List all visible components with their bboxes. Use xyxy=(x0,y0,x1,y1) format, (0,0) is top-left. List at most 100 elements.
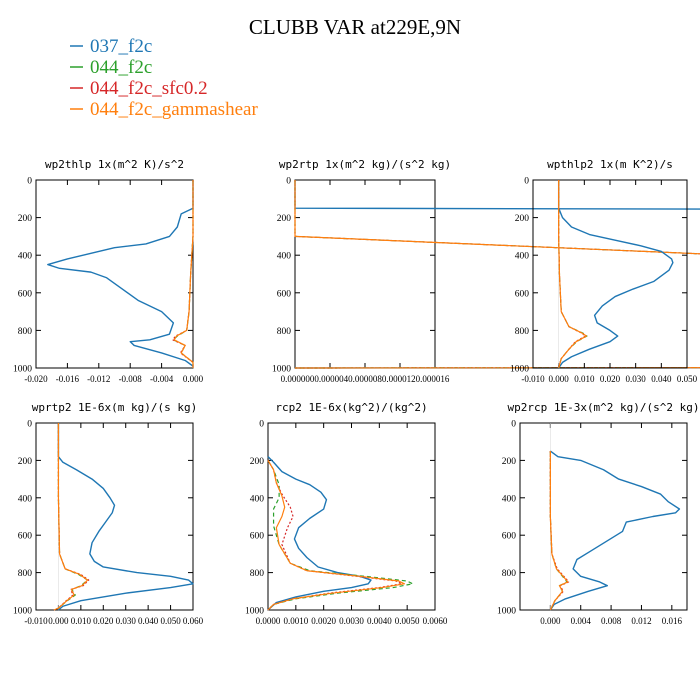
series-line xyxy=(294,180,700,369)
legend-label: 044_f2c_gammashear xyxy=(90,99,258,120)
y-tick-label: 0 xyxy=(286,177,291,187)
chart-panel: wp2thlp 1x(m^2 K)/s^202004006008001000-0… xyxy=(13,158,204,384)
y-tick-label: 600 xyxy=(18,289,33,299)
y-tick-label: 800 xyxy=(277,327,292,337)
x-tick-label: 0.004 xyxy=(571,616,592,626)
x-tick-label: 0.000 xyxy=(48,616,69,626)
y-tick-label: 0 xyxy=(511,420,516,430)
x-tick-label: 0.030 xyxy=(116,616,137,626)
series-line xyxy=(558,180,587,369)
x-tick-label: 0.000 xyxy=(549,374,570,384)
y-tick-label: 400 xyxy=(18,252,33,262)
series-line xyxy=(557,180,674,369)
x-tick-label: 0.020 xyxy=(93,616,114,626)
legend-label: 044_f2c_sfc0.2 xyxy=(90,78,208,99)
series-line xyxy=(549,451,569,611)
series-line xyxy=(267,460,414,611)
plot-frame xyxy=(519,422,688,611)
x-tick-label: 0.050 xyxy=(677,374,698,384)
y-tick-label: 200 xyxy=(18,457,33,467)
legend: 037_f2c044_f2c044_f2c_sfc0.2044_f2c_gamm… xyxy=(70,36,258,120)
y-tick-label: 400 xyxy=(502,494,517,504)
y-tick-label: 600 xyxy=(515,289,530,299)
y-tick-label: 200 xyxy=(18,214,33,224)
x-tick-label: 0.020 xyxy=(600,374,621,384)
y-tick-label: 400 xyxy=(515,252,530,262)
y-tick-label: 1000 xyxy=(510,365,529,375)
y-tick-label: 0 xyxy=(27,420,32,430)
y-tick-label: 600 xyxy=(502,532,517,542)
y-tick-label: 1000 xyxy=(272,365,291,375)
x-tick-label: 0.040 xyxy=(138,616,159,626)
y-tick-label: 200 xyxy=(515,214,530,224)
x-tick-label: 0.010 xyxy=(574,374,595,384)
y-tick-label: 400 xyxy=(18,494,33,504)
x-tick-label: 0.060 xyxy=(183,616,204,626)
x-tick-label: 0.050 xyxy=(160,616,181,626)
panel-title: wp2rcp 1E-3x(m^2 kg)/(s^2 kg) xyxy=(507,401,699,414)
y-tick-label: 600 xyxy=(18,532,33,542)
x-tick-label: 0.030 xyxy=(626,374,647,384)
y-tick-label: 1000 xyxy=(497,607,516,617)
x-tick-label: 0.012 xyxy=(631,616,651,626)
x-tick-label: 0.0020 xyxy=(311,616,336,626)
x-tick-label: 0.0040 xyxy=(367,616,392,626)
y-tick-label: 800 xyxy=(18,569,33,579)
plot-frame xyxy=(35,422,194,611)
figure-title: CLUBB VAR at229E,9N xyxy=(249,15,461,39)
y-tick-label: 200 xyxy=(502,457,517,467)
x-tick-label: -0.020 xyxy=(24,374,48,384)
legend-label: 037_f2c xyxy=(90,36,152,57)
series-line xyxy=(267,460,405,611)
x-tick-label: -0.010 xyxy=(24,616,48,626)
series-line xyxy=(267,456,372,611)
y-tick-label: 200 xyxy=(277,214,292,224)
x-tick-label: 0.0010 xyxy=(283,616,308,626)
series-line xyxy=(53,423,89,611)
chart-panel: wpthlp2 1x(m K^2)/s 0 200 400 600 800 1000-0.0… xyxy=(510,158,698,384)
chart-panel: wp2rtp 1x(m^2 kg)/(s^2 kg) 0 200 400 600 800 1… xyxy=(272,158,700,384)
series-line xyxy=(549,450,681,611)
x-tick-label: -0.008 xyxy=(119,374,143,384)
y-tick-label: 0 xyxy=(524,177,529,187)
x-tick-label-run: 0.0000000.0000040.0000080.0000120.000016 xyxy=(281,374,450,384)
y-tick-label: 200 xyxy=(250,457,265,467)
x-tick-label: -0.010 xyxy=(521,374,545,384)
y-tick-label: 400 xyxy=(250,494,265,504)
x-tick-label: 0.0000 xyxy=(256,616,281,626)
panel-title: wprtp2 1E-6x(m kg)/(s kg) xyxy=(32,401,198,414)
series-line xyxy=(57,423,194,611)
x-tick-label: -0.016 xyxy=(56,374,80,384)
y-tick-label: 1000 xyxy=(245,607,264,617)
x-tick-label: 0.000 xyxy=(540,616,561,626)
series-line xyxy=(47,180,194,368)
chart-panel: wp2rcp 1E-3x(m^2 kg)/(s^2 kg) 0 200 400 600 8… xyxy=(497,401,700,626)
panel-title: wp2thlp 1x(m^2 K)/s^2 xyxy=(45,158,184,171)
panel-title: wp2rtp 1x(m^2 kg)/(s^2 kg) xyxy=(279,158,451,171)
x-tick-label: -0.012 xyxy=(87,374,110,384)
y-tick-label: 800 xyxy=(18,327,33,337)
x-tick-label: 0.016 xyxy=(662,616,683,626)
chart-panel: wprtp2 1E-6x(m kg)/(s kg)0 200 400 600 800 10… xyxy=(13,401,204,626)
y-tick-label: 800 xyxy=(515,327,530,337)
y-tick-label: 600 xyxy=(250,532,265,542)
y-tick-label: 1000 xyxy=(13,365,32,375)
panel-title: rcp2 1E-6x(kg^2)/(kg^2) xyxy=(275,401,427,414)
y-tick-label: 600 xyxy=(277,289,292,299)
series-line xyxy=(171,180,194,368)
x-tick-label: 0.0060 xyxy=(423,616,448,626)
legend-label: 044_f2c xyxy=(90,57,152,78)
chart-panel: rcp2 1E-6x(kg^2)/(kg^2) 0 200 400 600 800 1000… xyxy=(245,401,448,626)
y-tick-label: 0 xyxy=(259,420,264,430)
y-tick-label: 800 xyxy=(250,569,265,579)
x-tick-label: 0.010 xyxy=(71,616,92,626)
y-tick-label: 400 xyxy=(277,252,292,262)
panel-grid: wp2thlp 1x(m^2 K)/s^202004006008001000-0… xyxy=(13,158,700,626)
x-tick-label: 0.040 xyxy=(651,374,672,384)
panel-title: wpthlp2 1x(m K^2)/s xyxy=(547,158,673,171)
x-tick-label: 0.000 xyxy=(183,374,204,384)
y-tick-label: 0 xyxy=(27,177,32,187)
x-tick-label: 0.0050 xyxy=(395,616,420,626)
y-tick-label: 1000 xyxy=(13,607,32,617)
